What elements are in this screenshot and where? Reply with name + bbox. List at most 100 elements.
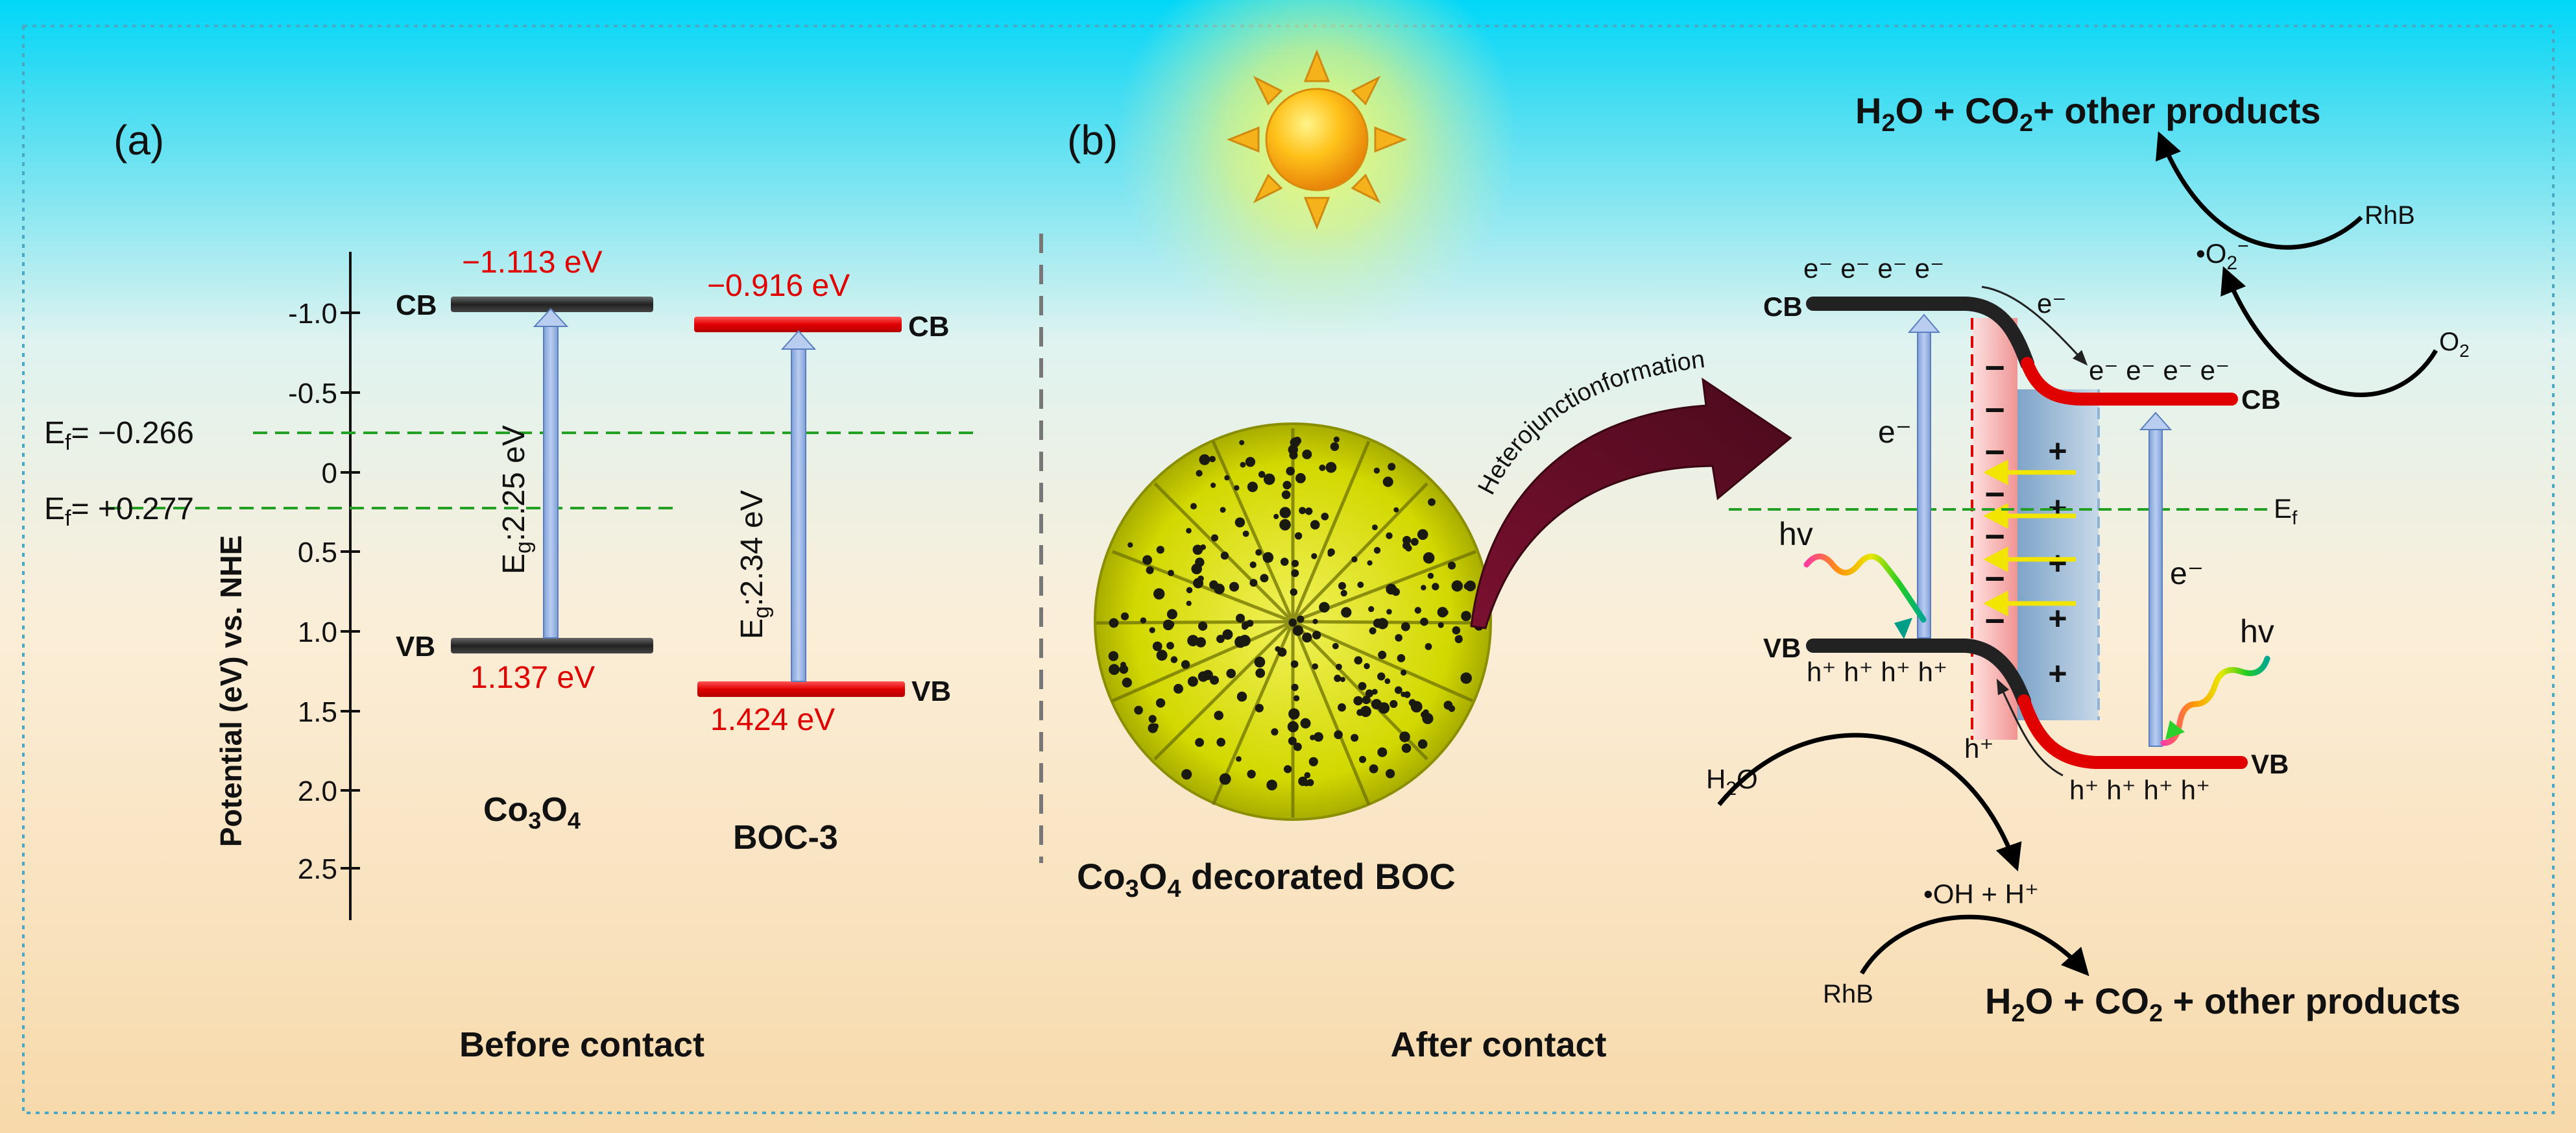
particle-dot	[1192, 544, 1203, 555]
particle-dot	[1373, 546, 1381, 554]
co3o4-cb-bar	[451, 297, 653, 312]
particle-dot	[1263, 473, 1275, 485]
sun-icon	[1116, 0, 1518, 341]
particle-dot	[1423, 552, 1435, 564]
particle-dot	[1319, 464, 1326, 471]
particle-dot	[1234, 517, 1246, 528]
particle-dot	[1247, 770, 1256, 779]
particle-dot	[1293, 742, 1302, 751]
particle-dot	[1109, 618, 1119, 628]
particle-dot	[1291, 683, 1299, 691]
particle-dot	[1312, 663, 1318, 670]
particle-dot	[1377, 672, 1386, 681]
particle-dot	[1108, 651, 1119, 661]
fermi-label-after: Ef	[2274, 493, 2298, 529]
electrons-left: e⁻ e⁻ e⁻ e⁻	[1803, 253, 1944, 284]
hydroxyl-arrow	[1717, 733, 2022, 871]
particle-dot	[1290, 660, 1299, 668]
particle-dot	[1187, 635, 1199, 646]
particle-dot	[1275, 646, 1281, 652]
particle-dot	[1219, 773, 1231, 785]
particle-dot	[1234, 485, 1240, 491]
particle-dot	[1245, 457, 1256, 467]
particle-dot	[1338, 581, 1346, 590]
axis-tick-label: 0.5	[298, 537, 337, 568]
particle-dot	[1280, 557, 1289, 566]
axis-tick-label: -0.5	[288, 378, 337, 409]
boc3-cb-bar	[694, 317, 902, 332]
particle-dot	[1369, 627, 1377, 635]
particle-dot	[1336, 663, 1342, 670]
particle-dot	[1297, 615, 1305, 623]
particle-dot	[1394, 686, 1402, 694]
rhb-oxidation-arrow-bottom	[1860, 914, 2089, 977]
axis-tick-label: 0	[322, 457, 337, 489]
particle-dot	[1369, 764, 1378, 774]
hv-label-left: hv	[1779, 516, 1813, 552]
left-vb-band	[1806, 639, 2031, 708]
left-excitation-arrow	[1907, 313, 1941, 639]
right-excitation-arrow	[2139, 411, 2173, 747]
particle-dot	[1220, 552, 1229, 560]
photon-arrowhead-left	[1894, 618, 1912, 639]
particle-dot	[1373, 467, 1380, 474]
particle-dot	[1386, 609, 1392, 615]
particle-dot	[1249, 579, 1258, 587]
particle-dot	[1287, 721, 1299, 733]
boc3-cb-label: CB	[908, 311, 950, 343]
particle-dot	[1334, 674, 1342, 682]
particle-dot	[1371, 699, 1382, 710]
particle-dot	[1148, 714, 1157, 723]
photon-wave-right	[2160, 655, 2270, 746]
particle-dot	[1170, 656, 1178, 663]
particle-dot	[1388, 463, 1396, 471]
particle-dot	[1298, 776, 1308, 786]
particle-dot	[1293, 695, 1300, 701]
particle-dot	[1351, 556, 1358, 563]
particle-dot	[1196, 470, 1203, 477]
particle-dot	[1281, 490, 1291, 500]
particle-dot	[1186, 528, 1192, 534]
particle-dot	[1258, 470, 1266, 478]
fermi-label-1: Ef= −0.266	[44, 416, 194, 455]
axis-tick-label: 1.0	[298, 616, 337, 648]
particle-dot	[1417, 529, 1428, 540]
particle-dot	[1168, 570, 1174, 576]
axis-tick-label: -1.0	[288, 298, 337, 330]
particle-dot	[1210, 676, 1219, 685]
particle-dot	[1120, 612, 1129, 620]
particle-dot	[1438, 622, 1444, 628]
particle-dot	[1354, 656, 1363, 664]
particle-dot	[1174, 683, 1183, 694]
particle-dot	[1291, 559, 1299, 567]
particle-dot	[1463, 583, 1471, 590]
particle-dot	[1333, 436, 1340, 443]
boc3-vb-value: 1.424 eV	[710, 703, 835, 737]
particle-dot	[1401, 692, 1406, 698]
axis-label: Potential (eV) vs. NHE	[214, 535, 248, 847]
e-label-right: e⁻	[2170, 557, 2204, 591]
particle-dot	[1255, 549, 1262, 556]
particle-dot	[1401, 743, 1412, 753]
particle-dot	[1414, 607, 1421, 614]
boc3-gap-label: Eg:2.34 eV	[735, 490, 774, 639]
particle-dot	[1308, 757, 1318, 766]
boc3-name: BOC-3	[733, 819, 838, 857]
particle-dot	[1372, 524, 1378, 530]
axis-tick-label: 2.5	[298, 853, 337, 885]
particle-dot	[1200, 544, 1206, 550]
particle-dot	[1377, 618, 1388, 629]
particle-dot	[1149, 627, 1155, 633]
particle-dot	[1359, 755, 1366, 763]
particle-dot	[1368, 606, 1375, 613]
particle-dot	[1199, 454, 1210, 465]
particle-dot	[1216, 635, 1225, 643]
particle-dot	[1262, 552, 1274, 563]
particle-dot	[1303, 720, 1310, 728]
rhb-label-top: RhB	[2365, 201, 2415, 230]
particle-dot	[1432, 583, 1439, 591]
particle-dot	[1351, 734, 1359, 742]
co3o4-vb-value: 1.137 eV	[470, 661, 595, 695]
particle-dot	[1332, 642, 1339, 650]
